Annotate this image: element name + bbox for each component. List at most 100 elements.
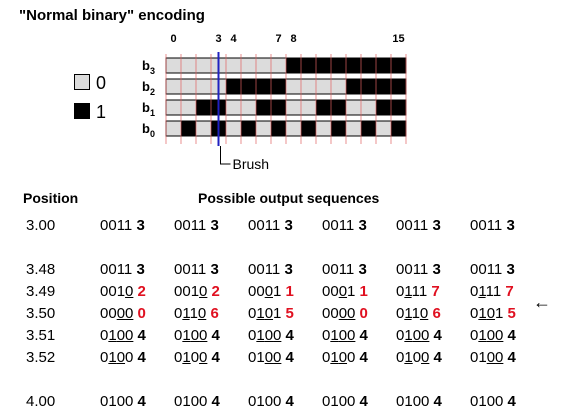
sequence-cell: 0100 4 xyxy=(248,346,322,368)
changed-bit: 0 xyxy=(125,326,134,344)
legend-item-one: 1 xyxy=(74,102,106,123)
bit-string: 0100 xyxy=(470,392,504,410)
bit-string: 0011 xyxy=(174,260,207,278)
bit-cell-b1-11 xyxy=(331,100,346,115)
decoded-digit: 4 xyxy=(285,392,294,410)
changed-bit: 1 xyxy=(182,326,191,344)
decoded-digit: 0 xyxy=(137,304,146,322)
decoded-digit: 4 xyxy=(211,326,220,344)
bit-string: 0110 xyxy=(174,304,207,322)
bit-cell-b2-5 xyxy=(241,79,256,94)
position-value: 3.00 xyxy=(26,216,56,234)
decoded-digit: 4 xyxy=(285,348,294,366)
bit-string: 0100 xyxy=(248,326,282,344)
sequence-cell: 0111 7 xyxy=(396,280,470,302)
sequence-cell: 0001 1 xyxy=(322,280,396,302)
bit-string: 0111 xyxy=(396,282,428,300)
sequence-cell: 0011 3 xyxy=(396,214,470,236)
bit-cell-b3-8 xyxy=(286,58,301,73)
brush-pointer xyxy=(220,146,231,165)
changed-bit: 0 xyxy=(495,326,504,344)
decoded-digit: 3 xyxy=(136,216,145,234)
sequence-cell: 0101 5 xyxy=(248,302,322,324)
sequence-cell: 0100 4 xyxy=(322,346,396,368)
decoded-digit: 4 xyxy=(137,326,146,344)
bit-string: 0010 xyxy=(100,282,134,300)
sequence-cell: 0011 3 xyxy=(100,214,174,236)
decoded-digit: 4 xyxy=(433,326,442,344)
sequence-cell: 0001 1 xyxy=(248,280,322,302)
decoded-digit: 1 xyxy=(285,282,294,300)
decoded-digit: 0 xyxy=(359,304,368,322)
tick-label-7: 7 xyxy=(275,33,281,45)
bit-cell-b3-13 xyxy=(361,58,376,73)
decoded-digit: 4 xyxy=(359,326,368,344)
position-value: 4.00 xyxy=(26,392,56,410)
position-value: 3.49 xyxy=(26,282,56,300)
sequence-cell: 0111 7 xyxy=(470,280,544,302)
bit-cell-b3-11 xyxy=(331,58,346,73)
bit-cell-b0-1 xyxy=(181,121,196,136)
bit-string: 0011 xyxy=(248,216,281,234)
bit-string: 0011 xyxy=(396,216,429,234)
decoded-digit: 3 xyxy=(432,216,441,234)
sequence-cell: 0100 4 xyxy=(174,346,248,368)
bit-string: 0100 xyxy=(100,392,134,410)
bit-string: 0101 xyxy=(470,304,504,322)
spacer-row xyxy=(16,368,544,390)
changed-bit: 0 xyxy=(125,304,134,322)
changed-bit: 0 xyxy=(264,282,274,300)
decoded-digit: 4 xyxy=(137,392,146,410)
changed-bit: 0 xyxy=(486,348,496,366)
bit-string: 0100 xyxy=(322,392,356,410)
changed-bit: 0 xyxy=(199,348,208,366)
table-row: 3.50 0000 0 0110 6 0101 5 0000 0 0110 6 0101 5 xyxy=(16,302,544,324)
decoded-digit: 5 xyxy=(507,304,516,322)
decoded-digit: 4 xyxy=(211,348,220,366)
changed-bit: 1 xyxy=(404,304,412,322)
tick-label-3: 3 xyxy=(215,33,221,45)
bit-cell-b0-9 xyxy=(301,121,316,136)
decoded-digit: 3 xyxy=(210,216,219,234)
changed-bit: 0 xyxy=(190,326,200,344)
row-label-b3: b3 xyxy=(142,58,155,76)
sequence-cell: 0100 4 xyxy=(100,346,174,368)
legend-label-one: 1 xyxy=(96,102,107,122)
tick-label-0: 0 xyxy=(170,33,176,45)
bit-cell-b1-6 xyxy=(256,100,271,115)
sequence-cell: 0110 6 xyxy=(396,302,470,324)
sequence-cell: 0100 4 xyxy=(470,324,544,346)
left-arrow-icon: ← xyxy=(533,292,551,312)
legend-swatch-zero xyxy=(74,74,90,90)
sequence-cell: 0011 3 xyxy=(100,258,174,280)
decoded-digit: 3 xyxy=(358,216,367,234)
table-row: 3.49 0010 2 0010 2 0001 1 0001 1 0111 7 0111 7 xyxy=(16,280,544,302)
position-header: Position xyxy=(23,190,79,206)
legend-label-zero: 0 xyxy=(96,73,107,93)
decoded-digit: 3 xyxy=(284,260,293,278)
bit-string: 0100 xyxy=(396,348,430,366)
changed-bit: 0 xyxy=(338,348,348,366)
bit-cell-b2-15 xyxy=(391,79,406,94)
bit-cell-b1-7 xyxy=(271,100,286,115)
bit-string: 0010 xyxy=(174,282,208,300)
decoded-digit: 2 xyxy=(137,282,146,300)
bit-string: 0001 xyxy=(248,282,282,300)
sequence-cell: 0101 5 xyxy=(470,302,544,324)
sequence-cell: 0011 3 xyxy=(174,258,248,280)
bit-cell-b2-12 xyxy=(346,79,361,94)
changed-bit: 0 xyxy=(338,326,348,344)
decoded-digit: 4 xyxy=(211,392,220,410)
tick-label-15: 15 xyxy=(392,33,404,45)
sequence-cell: 0100 4 xyxy=(100,390,174,412)
bit-string: 0100 xyxy=(470,348,504,366)
sequence-cell: 0011 3 xyxy=(174,214,248,236)
decoded-digit: 4 xyxy=(137,348,146,366)
sequence-cell: 0011 3 xyxy=(396,258,470,280)
decoded-digit: 6 xyxy=(432,304,441,322)
decoded-digit: 4 xyxy=(507,392,516,410)
changed-bit: 0 xyxy=(116,348,126,366)
bit-cell-b2-13 xyxy=(361,79,376,94)
bit-string: 0100 xyxy=(396,326,430,344)
sequence-cell: 0011 3 xyxy=(322,214,396,236)
